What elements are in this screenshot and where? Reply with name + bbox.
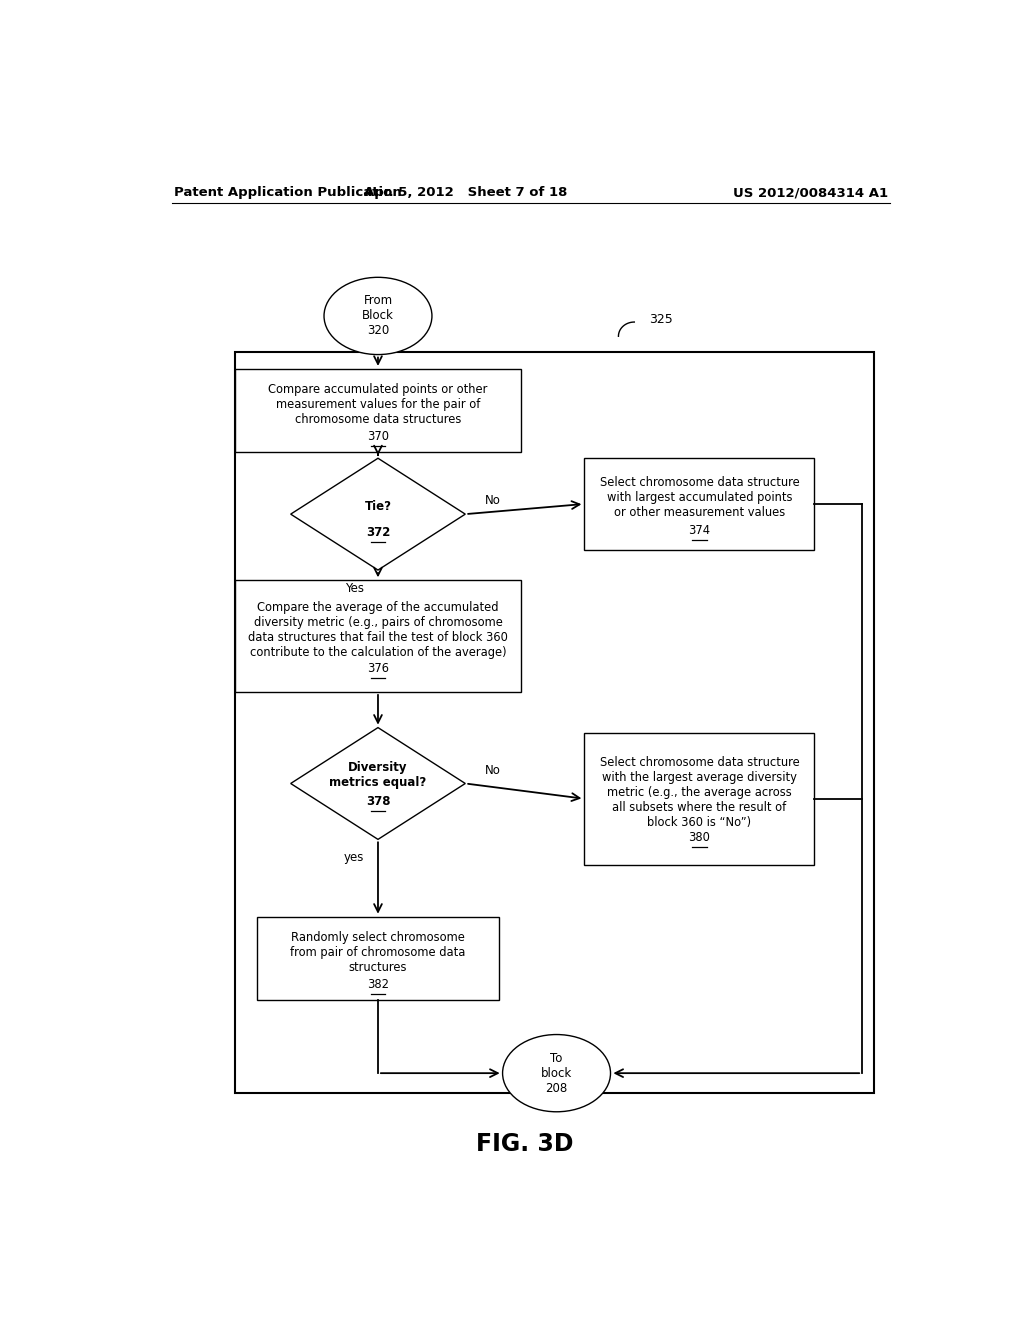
Text: No: No — [485, 764, 501, 776]
Text: FIG. 3D: FIG. 3D — [476, 1133, 573, 1156]
Text: 325: 325 — [648, 313, 673, 326]
Text: No: No — [485, 495, 501, 507]
FancyBboxPatch shape — [585, 733, 814, 865]
Polygon shape — [291, 458, 465, 570]
Text: Patent Application Publication: Patent Application Publication — [174, 186, 401, 199]
Text: Compare the average of the accumulated
diversity metric (e.g., pairs of chromoso: Compare the average of the accumulated d… — [248, 601, 508, 659]
Text: yes: yes — [343, 851, 364, 865]
Text: 376: 376 — [367, 663, 389, 675]
FancyBboxPatch shape — [585, 458, 814, 549]
Text: Select chromosome data structure
with largest accumulated points
or other measur: Select chromosome data structure with la… — [599, 477, 800, 519]
Text: US 2012/0084314 A1: US 2012/0084314 A1 — [733, 186, 888, 199]
Text: 380: 380 — [688, 830, 711, 843]
Text: 382: 382 — [367, 978, 389, 991]
Text: Randomly select chromosome
from pair of chromosome data
structures: Randomly select chromosome from pair of … — [290, 931, 466, 974]
FancyBboxPatch shape — [236, 581, 521, 692]
Text: Tie?: Tie? — [365, 499, 391, 512]
Text: From
Block
320: From Block 320 — [362, 294, 394, 338]
Ellipse shape — [324, 277, 432, 355]
Text: Select chromosome data structure
with the largest average diversity
metric (e.g.: Select chromosome data structure with th… — [599, 756, 800, 829]
Text: 374: 374 — [688, 524, 711, 537]
Text: Yes: Yes — [345, 582, 364, 595]
FancyBboxPatch shape — [236, 368, 521, 453]
Text: 370: 370 — [367, 430, 389, 444]
Ellipse shape — [503, 1035, 610, 1111]
FancyBboxPatch shape — [257, 916, 499, 1001]
Text: To
block
208: To block 208 — [541, 1052, 572, 1094]
Text: 372: 372 — [366, 525, 390, 539]
Text: Diversity
metrics equal?: Diversity metrics equal? — [330, 762, 427, 789]
Text: Compare accumulated points or other
measurement values for the pair of
chromosom: Compare accumulated points or other meas… — [268, 383, 487, 426]
Text: Apr. 5, 2012   Sheet 7 of 18: Apr. 5, 2012 Sheet 7 of 18 — [364, 186, 567, 199]
Polygon shape — [291, 727, 465, 840]
Text: 378: 378 — [366, 795, 390, 808]
